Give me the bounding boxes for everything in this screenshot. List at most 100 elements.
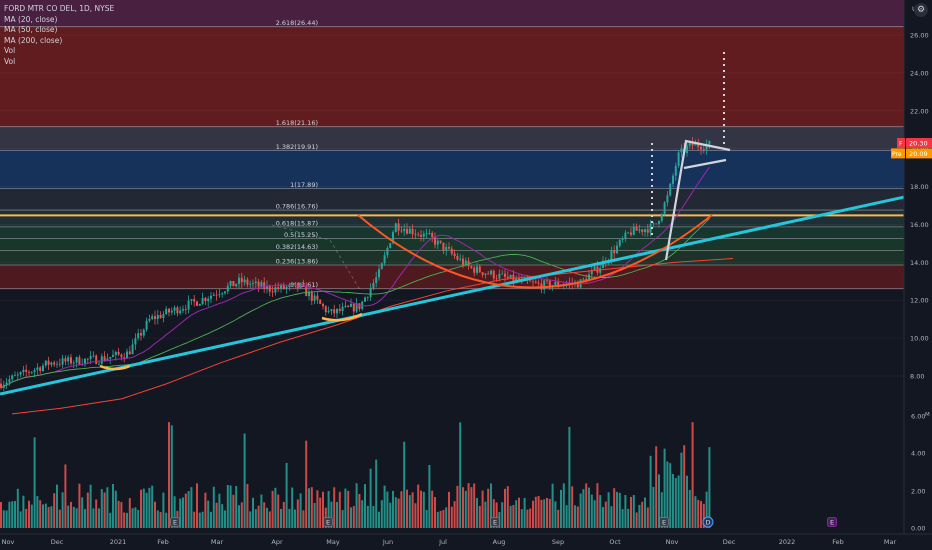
volume-bar [389,502,392,528]
volume-bar [296,499,299,528]
volume-bar [302,510,305,528]
volume-bar [529,508,532,528]
legend-vol-2[interactable]: Vol [4,56,16,66]
candle-body [109,356,112,359]
candle-body [420,234,422,237]
candle-body [408,228,411,234]
volume-bar [341,509,344,528]
legend-ma200[interactable]: MA (200, close) [4,35,63,45]
candle-body [67,357,70,362]
candle-body [389,243,392,249]
fib-label: 1.382(19.91) [276,143,318,151]
volume-bar [422,491,425,528]
candle-body [638,229,641,231]
candle-body [473,267,476,273]
volume-bar [691,422,694,528]
marker-shape [490,517,500,527]
candle-body [95,355,98,364]
candle-body [708,140,711,145]
candle-body [417,234,420,236]
candle-body [33,369,36,372]
volume-bar [366,505,369,528]
candle-body [39,367,42,372]
earnings-marker[interactable]: E [323,517,333,527]
candle-body [450,248,453,254]
earnings-marker[interactable]: E [170,517,180,527]
volume-bar [428,464,431,528]
candle-body [100,356,103,364]
candle-body [134,338,137,345]
candle-body [453,253,456,256]
candle-body [16,374,19,376]
candle-body [476,266,478,273]
time-tick: Mar [884,538,897,546]
candle-body [630,232,632,235]
candle-body [302,283,305,286]
legend-vol[interactable]: Vol [4,46,16,55]
candle-body [240,277,243,283]
price-tick: 10.00 [910,335,929,343]
volume-bar [596,483,599,528]
candle-body [319,299,322,304]
settings-icon[interactable]: ⚙ [914,3,928,17]
candle-body [481,272,484,275]
volume-bar [408,495,411,528]
price-tick: 16.00 [910,221,929,229]
volume-bar [168,422,170,528]
dividend-marker[interactable]: D [702,516,714,528]
candle-body [131,344,134,355]
volume-bar [140,489,142,528]
volume-bar [352,506,355,528]
candle-body [674,165,677,176]
candle-body [431,233,434,238]
candle-body [36,367,39,370]
volume-bar [613,488,616,528]
candle-body [117,351,120,355]
candle-body [282,284,285,289]
last-price-tag-text: F [899,140,903,147]
candle-body [268,285,271,292]
candle-body [313,295,316,301]
candle-body [305,285,308,297]
price-tick: 14.00 [910,259,929,267]
volume-bar [226,485,229,528]
volume-bar [459,422,462,528]
volume-bar [288,508,291,528]
time-tick: Dec [51,538,64,546]
legend-ma20[interactable]: MA (20, close) [4,14,58,24]
candle-body [11,375,14,380]
candle-body [546,280,548,282]
volume-bar [492,499,495,528]
time-tick: Feb [832,538,844,546]
volume-bar [212,486,215,528]
volume-bar [490,483,492,528]
volume-bar [630,496,632,528]
volume-bar [280,508,282,528]
candle-body [635,226,638,231]
volume-bar [627,508,630,528]
candle-body [221,293,224,295]
earnings-marker[interactable]: E [490,517,500,527]
candle-body [406,228,408,234]
candle-body [249,283,252,285]
candle-body [394,223,397,233]
time-tick: Sep [552,538,564,546]
volume-bar [621,509,624,528]
earnings-marker[interactable]: E [827,517,837,527]
candle-body [207,298,210,302]
volume-bar [683,445,686,528]
volume-bar [338,491,341,528]
candle-body [212,294,215,296]
candle-body [14,375,16,377]
earnings-marker[interactable]: E [659,517,669,527]
ma20-line [0,166,710,389]
volume-bar [156,510,159,528]
volume-bar [28,500,30,528]
volume-bar [425,509,428,528]
candle-body [557,281,560,287]
volume-bar [117,500,120,528]
volume-bar [551,483,554,528]
fib-label: 0.5(15.25) [284,231,318,239]
legend-ma50[interactable]: MA (50, close) [4,25,58,34]
